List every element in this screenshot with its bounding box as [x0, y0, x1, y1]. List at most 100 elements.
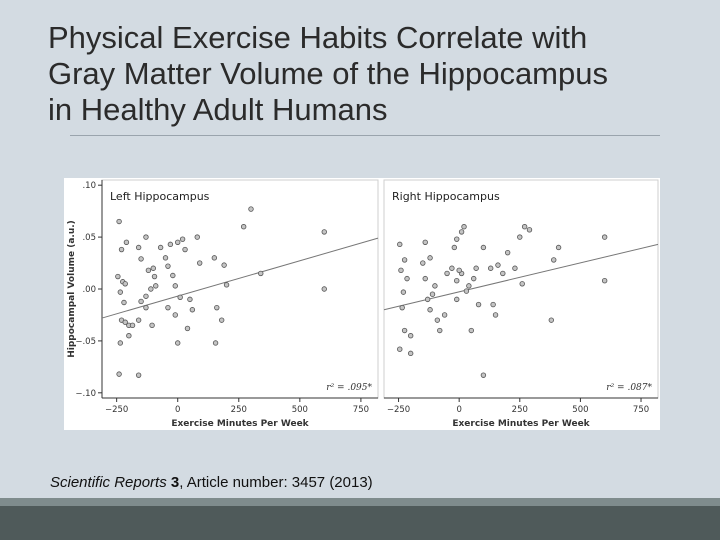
panel-2-data-point [504, 249, 511, 256]
panel-2-data-point [458, 229, 465, 235]
panel-2-data-point [451, 244, 458, 251]
panel-2-data-point [454, 296, 460, 303]
panel-1-data-point [135, 244, 142, 251]
panel-1-data-point [138, 256, 144, 262]
panel-1-y-tick-label: .00 [82, 285, 96, 295]
panel-1-data-point [123, 239, 130, 245]
scatter-figure-svg: −250 0 250 500 750 .10 .05 .00 −.05 −.10 Hippocamp… [67, 179, 659, 429]
scatter-figure: −250 0 250 500 750 .10 .05 .00 −.05 −.10 Hippocamp… [64, 178, 660, 430]
panel-2-data-point [398, 267, 404, 274]
panel-2-x-tick-label: 250 [512, 405, 528, 415]
panel-2-data-point [434, 317, 441, 323]
panel-1-data-point [121, 299, 127, 306]
panel-2-data-point [399, 304, 405, 311]
panel-1-data-point [126, 333, 132, 339]
panel-2-data-point [456, 267, 462, 274]
citation: Scientific Reports 3, Article number: 34… [50, 474, 373, 491]
panel-1-x-tick-label: 750 [353, 405, 369, 415]
title-line-1: Physical Exercise Habits Correlate with [48, 20, 588, 55]
title-divider [70, 135, 660, 136]
citation-journal: Scientific Reports [50, 474, 167, 491]
panel-2-data-point [519, 281, 525, 287]
panel-1-data-point [214, 304, 220, 311]
panel-1-data-point [138, 298, 144, 305]
panel-2-data-point [449, 265, 455, 271]
citation-rest: , Article number: 3457 (2013) [179, 474, 373, 491]
panel-1-data-point [221, 262, 227, 268]
panel-1-data-point [145, 267, 152, 274]
panel-2-data-point [512, 265, 518, 271]
panel-1-data-point [248, 206, 254, 212]
panel-1-data-point [165, 263, 171, 269]
panel-2-x-tick-label: −250 [387, 405, 410, 415]
panel-2-data-point [475, 301, 482, 308]
panel-2-data-point [427, 255, 433, 261]
panel-1-x-axis-label: Exercise Minutes Per Week [171, 419, 309, 429]
panel-1-data-point [122, 319, 128, 325]
panel-1-data-point [258, 270, 264, 277]
panel-2-x-tick-label: 750 [633, 405, 649, 415]
panel-2-data-point [400, 289, 407, 295]
panel-2-data-point [429, 291, 436, 297]
panel-1-y-tick-label: −.10 [75, 389, 96, 399]
panel-1-x-tick-label: 0 [175, 405, 180, 415]
panel-1-data-point [149, 322, 155, 329]
panel-2-data-point [397, 346, 403, 352]
panel-2-data-point [422, 275, 428, 282]
panel-1-data-point [187, 296, 193, 303]
panel-1-data-point [117, 289, 124, 295]
title-line-2: Gray Matter Volume of the Hippocampus [48, 56, 608, 91]
panel-2-data-point [461, 224, 467, 230]
panel-1-data-point [177, 294, 183, 301]
panel-2-data-point [407, 350, 414, 357]
panel-2-data-point [404, 275, 410, 282]
panel-1-data-point [212, 340, 219, 346]
panel-1-data-point [175, 239, 181, 245]
panel-1-x-tick-label: −250 [105, 405, 128, 415]
panel-2-data-point [454, 277, 460, 284]
panel-2-data-point [427, 307, 433, 313]
panel-2-data-point [521, 224, 528, 230]
panel-2-x-tick-label: 0 [456, 405, 461, 415]
panel-2-data-point [601, 277, 608, 284]
panel-1-data-point [321, 229, 327, 235]
panel-1-regression-line [101, 237, 379, 319]
panel-1-data-point [182, 246, 188, 253]
panel-1-data-point [116, 218, 122, 225]
panel-2-x-tick-label: 500 [572, 405, 588, 415]
panel-2-data-point [432, 283, 438, 289]
panel-1-data-point [179, 236, 186, 242]
panel-2-data-point [492, 312, 499, 318]
panel-1-data-point [240, 224, 247, 230]
panel-1-title: Left Hippocampus [110, 190, 210, 203]
panel-1-data-point [321, 286, 327, 292]
panel-2-data-point [407, 333, 414, 339]
panel-2-data-point [473, 265, 479, 271]
panel-2-data-point [500, 270, 506, 277]
panel-2-data-point [441, 312, 448, 318]
title-line-3: in Healthy Adult Humans [48, 92, 388, 127]
panel-2-data-point [437, 327, 443, 334]
panel-2-data-point [463, 288, 470, 294]
panel-2-data-point [466, 283, 472, 289]
panel-1-x-tick-label: 250 [231, 405, 247, 415]
panel-1-data-point [143, 293, 149, 299]
panel-1-data-point [135, 317, 142, 323]
panel-1-y-tick-label: .05 [82, 233, 96, 243]
panel-1-data-point [172, 312, 178, 318]
panel-1-data-point [172, 283, 178, 289]
panel-2-data-point [551, 257, 557, 263]
panel-2-data-point [490, 301, 496, 308]
panel-1-data-point [143, 304, 149, 311]
panel-2-data-point [495, 262, 501, 268]
panel-1-data-point [148, 286, 154, 292]
panel-2-x-axis-label: Exercise Minutes Per Week [452, 419, 590, 429]
panel-1-data-point [157, 244, 164, 251]
panel-1-data-point [194, 234, 200, 240]
slide-title: Physical Exercise Habits Correlate with … [48, 20, 708, 128]
panel-2-data-point [471, 275, 477, 282]
panel-2-r2-annotation: r² = .087* [606, 383, 652, 393]
citation-volume: 3 [170, 474, 180, 491]
footer-bar [0, 506, 720, 540]
panel-1-r2-annotation: r² = .095* [326, 383, 372, 393]
